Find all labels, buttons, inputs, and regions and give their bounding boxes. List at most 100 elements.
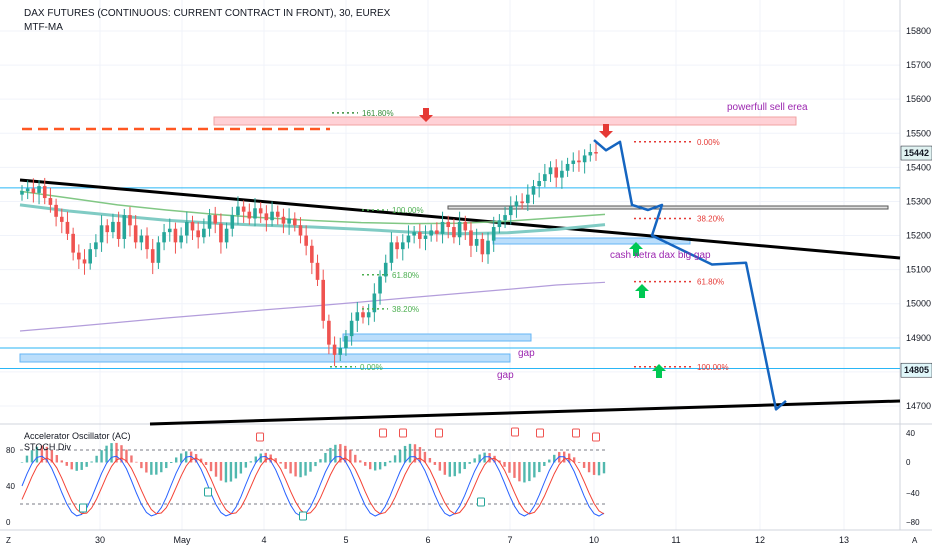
candle-body [230,215,235,229]
candle-body [202,228,206,238]
stoch-label: STOCH Div [24,442,71,452]
candle-body [378,276,382,294]
osc-bar [513,462,516,478]
candle-body [406,235,411,243]
candle-body [361,312,365,318]
osc-bar [577,462,581,463]
osc-bar [533,462,536,478]
osc-bar [25,455,29,463]
corner-right-label: A [912,536,918,545]
candle-body [25,188,30,192]
osc-bar [105,445,108,463]
osc-bar [597,462,601,476]
osc-bar [383,462,387,467]
osc-bar [543,462,546,466]
corner-left-label: Z [6,536,11,545]
osc-bar [408,443,412,463]
time-tick-label: May [173,535,191,545]
gap-zone-upper [492,237,691,245]
price-tick-label: 15300 [906,196,931,206]
candle-body [338,348,343,355]
fib-level-label: 38.20% [697,215,724,224]
candle-body [497,220,502,228]
candle-body [503,215,507,221]
osc-bar [170,462,173,463]
fib-level-label: 0.00% [697,138,720,147]
osc-bar [319,459,322,463]
candle-body [474,238,479,246]
candle-body [582,155,587,163]
osc-bar [339,444,342,463]
candle-body [463,221,468,231]
candle-body [548,167,553,175]
osc-bar [204,462,208,465]
osc-bar [602,462,606,474]
candle-body [185,221,189,236]
osc-bar [80,462,83,470]
price-tick-label: 15100 [906,265,931,275]
candle-body [179,235,183,243]
osc-bar [324,452,327,463]
candle-body [457,221,462,238]
candle-body [400,242,405,250]
osc-bar [254,456,257,463]
candle-body [281,216,286,224]
candle-body [571,160,576,164]
candle-body [310,245,314,263]
stoch-d-line [21,457,605,515]
osc-bar [50,450,54,463]
osc-bar [110,443,113,463]
osc-bar [209,462,213,472]
osc-bar [75,462,78,471]
candle-body [287,218,291,224]
candle-body [59,216,64,222]
candle-body [88,249,92,264]
sell-zone [213,116,797,126]
candle-body [275,211,280,217]
osc-bar [373,462,377,471]
candle-body [577,160,581,163]
candle-body [526,194,530,204]
osc-bar [592,462,596,475]
candle-body [162,232,166,243]
osc-right-tick: −80 [906,518,920,527]
down-arrow-icon [419,108,433,122]
osc-right-tick: 0 [906,458,911,467]
candle-body [264,213,269,221]
candle-body [315,262,320,280]
osc-bar [224,462,228,483]
support-price-tag-bg [900,362,932,378]
projection-path [593,139,787,411]
time-tick-label: 12 [755,535,765,545]
down-arrow-icon [599,124,613,138]
candle-body [105,225,110,233]
time-tick-label: 13 [839,535,849,545]
osc-left-tick: 40 [6,482,15,491]
resistance-zone [447,205,889,210]
candle-body [241,206,246,212]
price-tick-label: 15600 [906,94,931,104]
osc-bar [483,452,486,463]
cash-gap-label: cash xetra dax big gap [610,250,711,261]
candle-body [508,206,513,216]
gap-label: gap [497,370,514,381]
candle-body [486,240,490,255]
osc-bar [130,455,133,463]
osc-bar [393,455,397,463]
moving-average-line [19,203,606,236]
divergence-marker-icon [536,428,544,438]
candle-body [145,235,149,250]
candle-body [236,206,240,216]
candle-body [122,215,127,239]
osc-right-tick: −40 [906,489,920,498]
time-tick-label: 30 [95,535,105,545]
osc-bar [100,450,103,463]
candle-body [37,186,41,193]
chart-title: DAX FUTURES (CONTINUOUS: CURRENT CONTRAC… [24,8,391,19]
osc-left-tick: 80 [6,446,15,455]
osc-bar [259,453,262,463]
osc-bar [145,462,148,473]
fib-level-label: 100.00% [697,363,729,372]
candle-body [42,186,47,199]
